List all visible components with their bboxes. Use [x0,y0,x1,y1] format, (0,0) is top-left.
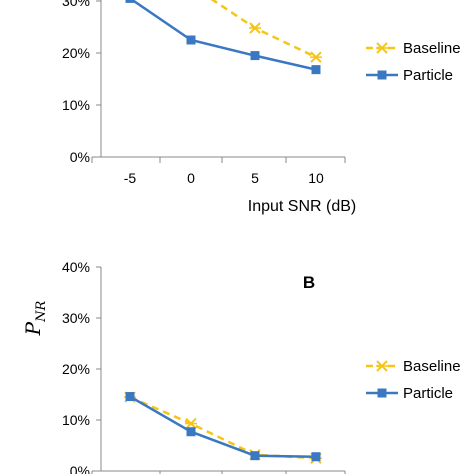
data-point-b-particle-2 [250,451,260,461]
chart-panel-b: B PNR 0% 10% 20% 30% 40% Baseline Particle [21,259,461,474]
x-tick-label-a-1: 0 [187,170,195,186]
legend-label-b-0: Baseline [403,358,461,375]
data-point-a-particle-0 [125,0,135,3]
y-tick-label-a-3: 30% [62,0,90,9]
legend-marker-b-0 [376,360,388,372]
panel-label-b: B [303,273,315,292]
y-tick-label-a-1: 10% [62,97,90,113]
legend-marker-b-1 [377,388,387,398]
plot-area-b [124,391,322,464]
y-tick-label-b-2: 20% [62,361,90,377]
x-tick-label-a-2: 5 [251,170,259,186]
data-point-a-particle-2 [250,51,260,61]
legend-label-b-1: Particle [403,385,453,402]
legend-marker-a-1 [377,70,387,80]
x-tick-label-a-3: 10 [308,170,324,186]
data-point-a-particle-1 [186,35,196,45]
legend-entry-b-baseline: Baseline [366,358,461,375]
data-point-b-baseline-1 [185,417,197,430]
legend-entry-b-particle: Particle [366,385,453,402]
data-point-b-particle-1 [186,427,196,437]
y-axis-title-b: PNR [21,300,49,336]
y-tick-label-b-3: 30% [62,310,90,326]
chart-panel-a: Input SNR (dB) 0% 10% 20% 30% -5 0 5 10 Baseline… [62,0,461,215]
data-point-a-baseline-2 [249,22,261,34]
series-line-b-particle [129,395,317,458]
legend-label-a-0: Baseline [403,40,461,57]
y-tick-label-b-1: 10% [62,412,90,428]
legend-entry-a-baseline: Baseline [366,40,461,57]
data-point-b-particle-0 [125,392,135,402]
legend-marker-a-0 [376,42,388,54]
legend-label-a-1: Particle [403,67,453,84]
y-tick-label-a-2: 20% [62,45,90,61]
series-line-a-baseline [210,0,317,59]
legend-entry-a-particle: Particle [366,67,453,84]
data-point-a-particle-3 [311,65,321,75]
series-line-b-baseline [129,395,317,460]
y-tick-label-b-4: 40% [62,259,90,275]
data-point-b-particle-3 [311,452,321,462]
series-line-a-particle [130,0,317,71]
data-point-a-baseline-3 [310,51,322,63]
x-tick-label-a-0: -5 [124,170,137,186]
y-tick-label-a-0: 0% [70,149,90,165]
x-axis-title-a: Input SNR (dB) [248,198,356,215]
y-tick-label-b-0: 0% [70,463,90,474]
plot-area-a [125,0,322,75]
